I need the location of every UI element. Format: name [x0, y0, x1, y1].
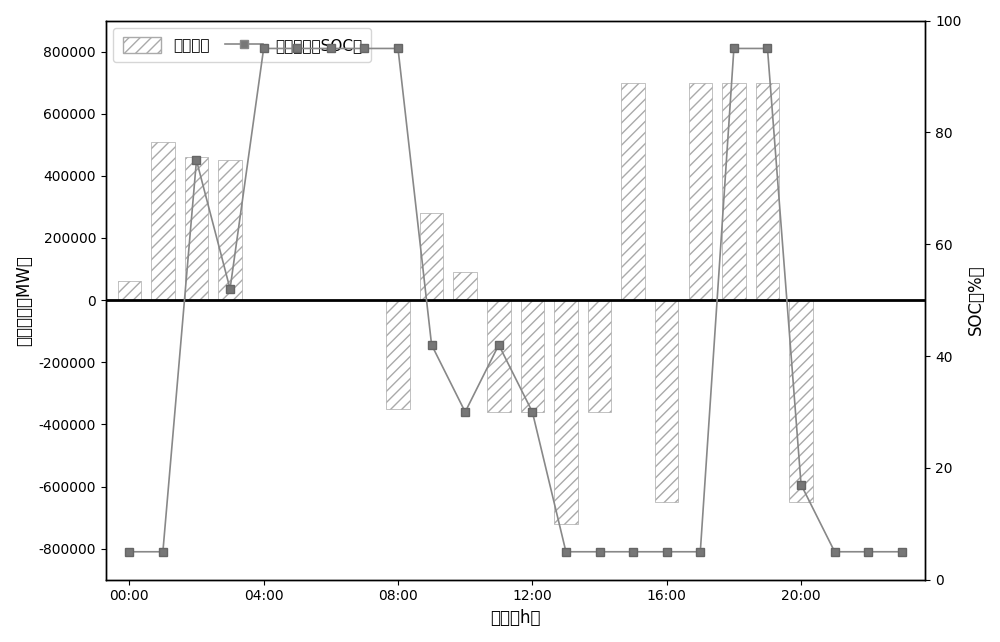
Bar [521, 300, 544, 412]
Bar [789, 300, 813, 502]
Y-axis label: SOC（%）: SOC（%） [967, 265, 985, 335]
Bar [722, 83, 746, 300]
Bar [386, 300, 410, 409]
Bar [420, 213, 443, 300]
Y-axis label: 输出功率（MW）: 输出功率（MW） [15, 255, 33, 345]
Bar [655, 300, 678, 502]
Bar [151, 142, 175, 300]
Bar [487, 300, 511, 412]
X-axis label: 时间（h）: 时间（h） [490, 609, 541, 627]
Bar [453, 272, 477, 300]
Bar [756, 83, 779, 300]
Bar [554, 300, 578, 524]
Bar [218, 160, 242, 300]
Bar [588, 300, 611, 412]
Bar [689, 83, 712, 300]
Bar [621, 83, 645, 300]
Legend: 输出功率, 荷电状态（SOC）: 输出功率, 荷电状态（SOC） [113, 28, 371, 62]
Bar [185, 157, 208, 300]
Bar [118, 281, 141, 300]
